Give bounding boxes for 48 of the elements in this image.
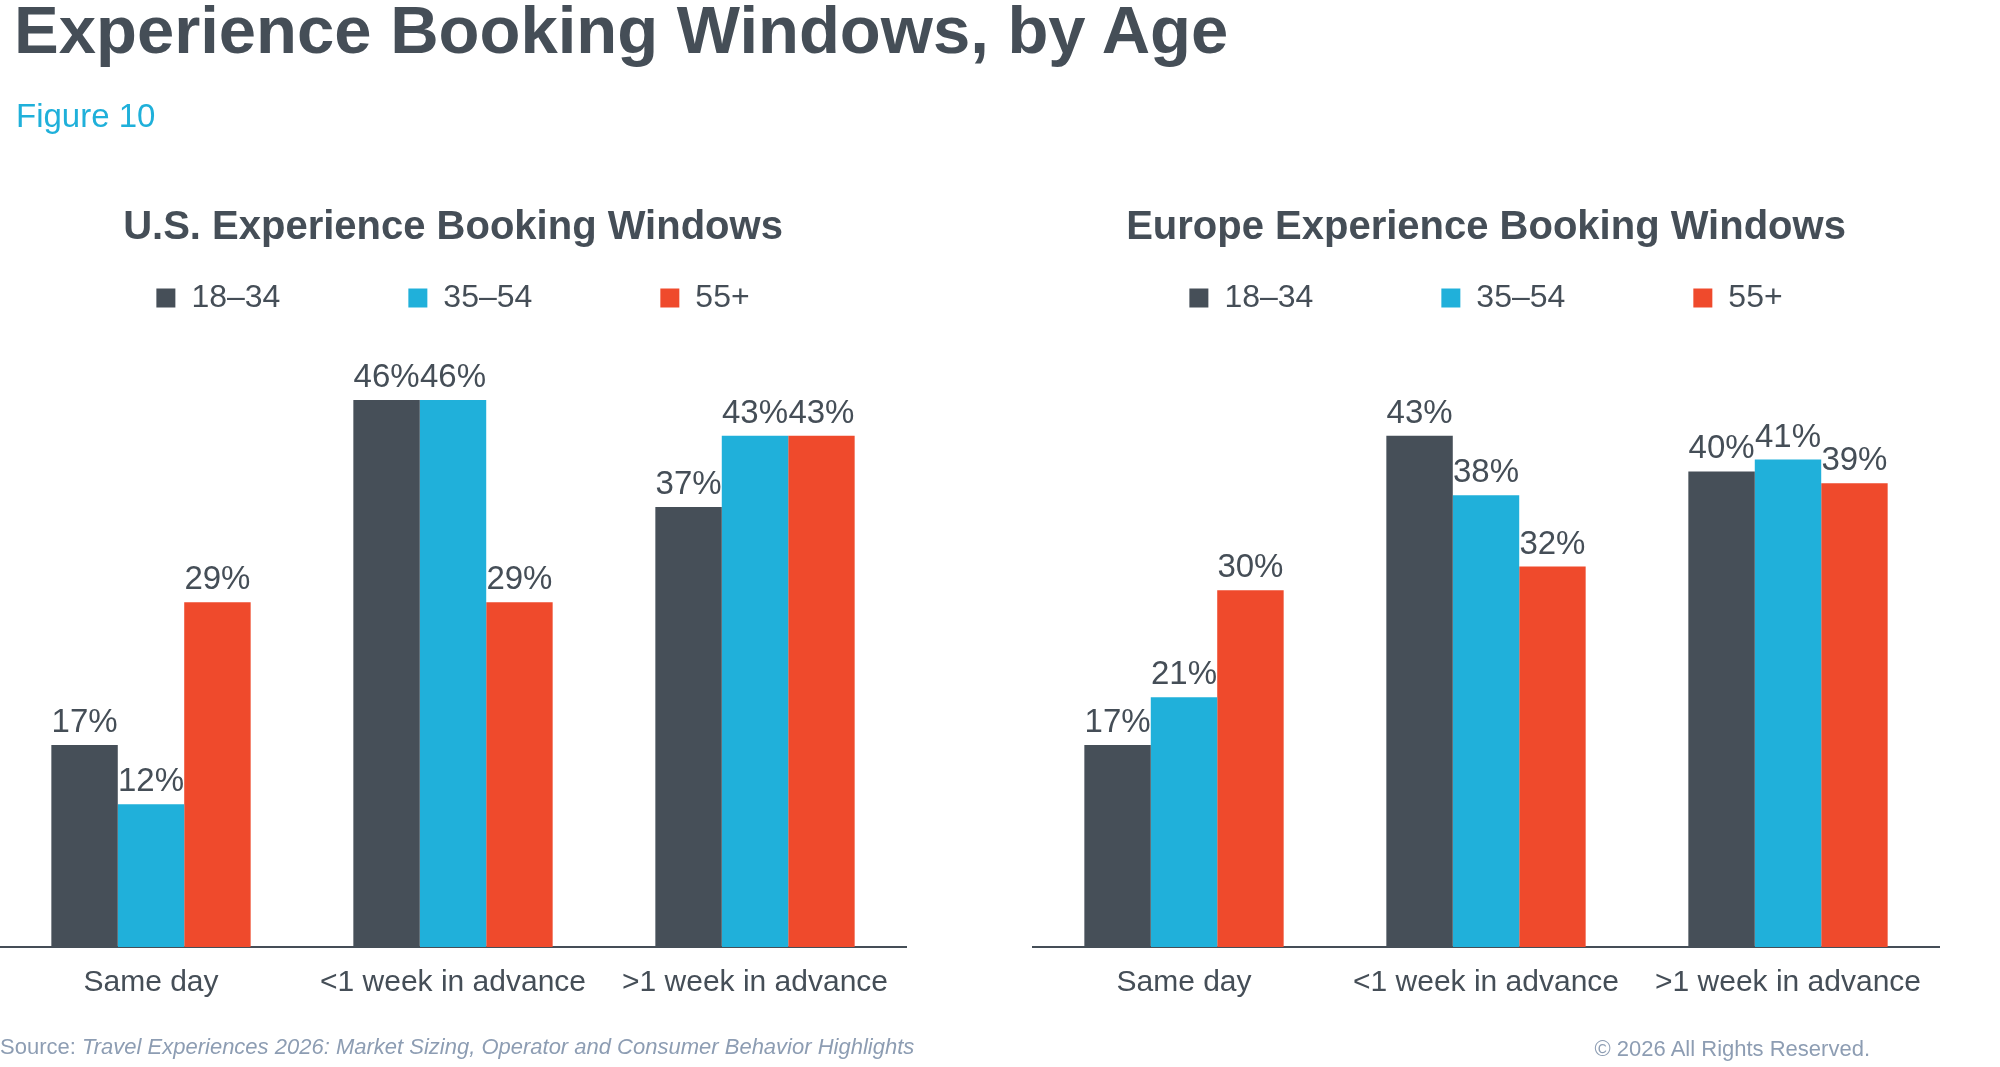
bar (1452, 495, 1520, 947)
bar (1754, 459, 1822, 947)
bar (788, 435, 855, 947)
data-label: 17% (1084, 701, 1151, 739)
x-tick-label: >1 week in advance (1654, 964, 1922, 998)
data-label: 37% (655, 464, 722, 502)
data-label: 46% (353, 357, 420, 395)
bar (1150, 697, 1218, 947)
legend-label: 55+ (1728, 277, 1783, 314)
bar (1519, 566, 1586, 947)
source-note: Source: Travel Experiences 2026: Market Sizing, Operator and Consumer Behavior Highlights (0, 1034, 915, 1059)
x-tick-label: Same day (1116, 964, 1252, 998)
data-label: 12% (117, 761, 185, 799)
chart-title: U.S. Experience Booking Windows (123, 203, 783, 248)
data-label: 46% (419, 357, 487, 395)
x-tick-label: <1 week in advance (319, 964, 587, 998)
text: © 2026 All Rights Reserved. (1594, 1035, 1870, 1063)
x-tick-label: <1 week in advance (1352, 964, 1620, 998)
text: Figure 10 (16, 97, 156, 135)
bar (721, 435, 789, 947)
data-label: 29% (184, 559, 251, 597)
data-label: 43% (1386, 392, 1453, 430)
text: Experience Booking Windows, by Age (14, 0, 1229, 68)
data-label: 32% (1519, 523, 1586, 561)
chart-title: Europe Experience Booking Windows (1126, 203, 1846, 248)
data-label: 21% (1150, 654, 1218, 692)
bar (486, 602, 553, 947)
bar (184, 602, 251, 947)
data-label: 41% (1754, 416, 1822, 454)
bar (1217, 590, 1284, 947)
legend-label: 55+ (695, 277, 750, 314)
bar (1821, 483, 1888, 947)
bar (419, 400, 487, 947)
legend-label: 35–54 (443, 277, 533, 314)
legend-label: 18–34 (1224, 277, 1314, 314)
legend-label: 18–34 (191, 277, 281, 314)
data-label: 39% (1821, 440, 1888, 478)
data-label: 29% (486, 559, 553, 597)
data-label: 43% (788, 392, 855, 430)
data-label: 43% (721, 392, 789, 430)
data-label: 30% (1217, 547, 1284, 585)
x-tick-label: >1 week in advance (621, 964, 889, 998)
data-label: 40% (1688, 428, 1755, 466)
data-label: 17% (51, 701, 118, 739)
x-tick-label: Same day (83, 964, 219, 998)
data-label: 38% (1452, 452, 1520, 490)
legend-label: 35–54 (1476, 277, 1566, 314)
bar (117, 804, 185, 947)
